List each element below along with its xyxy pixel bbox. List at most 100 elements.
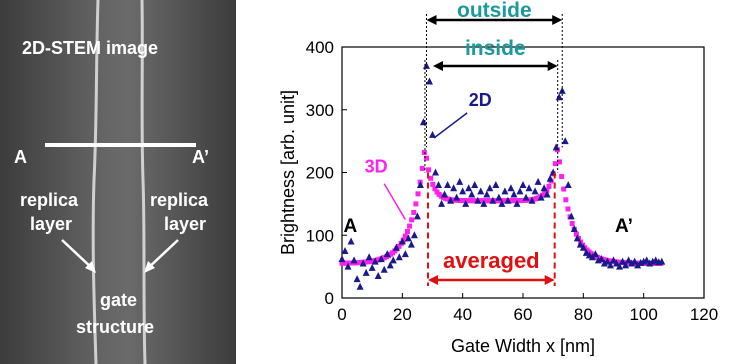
y-tick-label: 100	[306, 226, 334, 245]
series-2d-point	[377, 255, 385, 263]
series-2d-point	[507, 184, 515, 192]
series-2d-point	[419, 118, 427, 126]
x-tick-label: 60	[514, 305, 533, 324]
series-2d-point	[522, 193, 530, 201]
series-2d-point	[468, 190, 476, 198]
series-2d-point	[416, 181, 424, 189]
series-2d-point	[383, 250, 391, 258]
x-tick-label: 80	[574, 305, 593, 324]
series-2d-point	[435, 181, 443, 189]
series-3d-point	[552, 161, 558, 167]
series-2d-point	[567, 212, 575, 220]
left-replica-label-line2: layer	[30, 214, 72, 234]
stem-title: 2D-STEM image	[22, 38, 158, 58]
series-2d-point	[371, 257, 379, 265]
series-2d-point	[362, 268, 370, 276]
series-3d-point	[419, 165, 425, 171]
stem-background	[0, 0, 236, 364]
series-2d-point	[573, 234, 581, 242]
series-2d-point	[600, 259, 608, 267]
x-tick-label: 20	[393, 305, 412, 324]
series-2d-point	[398, 237, 406, 245]
series-2d-point	[616, 262, 624, 270]
series-3d-point	[423, 155, 429, 161]
series-2d-point	[444, 181, 452, 189]
series-2d-point	[477, 187, 485, 195]
series-2d-point	[619, 257, 627, 265]
series-2d-point	[528, 196, 536, 204]
left-replica-layer-line	[91, 0, 100, 364]
right-replica-layer-line	[140, 0, 147, 364]
series-2d-point	[471, 181, 479, 189]
series-3d-point	[546, 183, 552, 189]
series-3d-point	[542, 190, 548, 196]
series-2d-point	[462, 199, 470, 207]
series-2d-point	[622, 261, 630, 269]
x-tick-label: 0	[337, 305, 346, 324]
series-3d-point	[409, 217, 415, 223]
series-2d-point	[474, 196, 482, 204]
series-3d-point	[430, 181, 436, 187]
series-2d-point	[513, 199, 521, 207]
point-a-prime-label: A’	[615, 216, 633, 237]
series-2d-point	[561, 137, 569, 145]
right-arrowhead	[144, 261, 155, 273]
series-2d-point	[404, 234, 412, 242]
series-3d-point	[563, 197, 569, 203]
3d-label: 3D	[365, 157, 388, 177]
series-2d-point	[347, 237, 355, 245]
y-tick-label: 200	[306, 164, 334, 183]
chart-ticks: 0 20 40 60 80 100 120 0 100 200 300 400	[306, 38, 719, 324]
series-2d-point	[450, 184, 458, 192]
series-2d-point	[395, 253, 403, 261]
series-3d-point	[569, 221, 575, 227]
series-3d-point	[396, 243, 402, 249]
series-2d-point	[504, 196, 512, 204]
series-2d-point	[392, 243, 400, 251]
series-2d-point	[459, 187, 467, 195]
series-2d-point	[498, 199, 506, 207]
series-2d-point	[453, 193, 461, 201]
series-2d-point	[374, 272, 382, 280]
series-2d-point	[447, 196, 455, 204]
x-tick-label: 100	[629, 305, 657, 324]
series-2d-point	[603, 257, 611, 265]
series-2d-point	[432, 168, 440, 176]
series-2d-point	[555, 93, 563, 101]
gate-label-line1: gate	[100, 290, 137, 310]
series-2d-point	[359, 259, 367, 267]
series-2d-point	[422, 61, 430, 69]
averaged-label: averaged	[443, 248, 540, 273]
outside-arrow-head-right	[552, 15, 563, 25]
series-2d-point	[534, 177, 542, 185]
series-2d-point	[456, 177, 464, 185]
right-replica-label-line2: layer	[164, 214, 206, 234]
series-2d-point	[516, 187, 524, 195]
x-tick-label: 40	[453, 305, 472, 324]
series-2d-point	[552, 143, 560, 151]
series-3d-point	[426, 167, 432, 173]
series-2d-point	[579, 243, 587, 251]
series-3d-point	[415, 191, 421, 197]
left-replica-label-line1: replica	[20, 190, 79, 210]
left-arrowhead	[85, 261, 96, 273]
series-2d-point	[401, 250, 409, 258]
series-2d-point	[407, 240, 415, 248]
x-axis-label: Gate Width x [nm]	[451, 336, 595, 356]
series-3d-point	[565, 206, 571, 212]
series-2d-point	[365, 253, 373, 261]
series-3d-point	[573, 231, 579, 237]
chart-annotations: outside inside averaged 2D 3D A A’	[344, 0, 633, 286]
series-2d-point	[531, 187, 539, 195]
averaged-arrow-head-left	[427, 275, 438, 285]
series-2d-point	[628, 259, 636, 267]
series-2d-point	[492, 181, 500, 189]
averaged-arrow-head-right	[544, 275, 555, 285]
series-2d-point	[631, 257, 639, 265]
series-3d-point	[407, 223, 413, 229]
y-tick-label: 0	[325, 289, 334, 308]
series-2d-point	[495, 193, 503, 201]
series-2d-point	[441, 190, 449, 198]
series-2d-point	[537, 193, 545, 201]
series-2d-point	[613, 259, 621, 267]
